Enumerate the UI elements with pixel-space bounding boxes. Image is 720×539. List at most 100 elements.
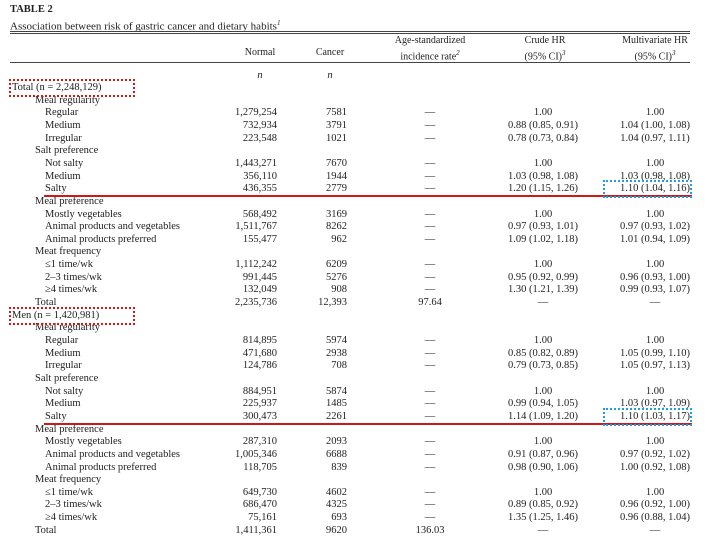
crude-hr: 0.99 (0.94, 1.05): [508, 398, 578, 410]
top-rule-2: [10, 33, 690, 34]
cancer-count: 3791: [326, 119, 347, 131]
incidence-rate: —: [424, 157, 436, 169]
item-label: Salty: [45, 183, 67, 195]
section-highlight-box: [9, 79, 135, 97]
header-crude-2: (95% CI)3: [524, 49, 566, 63]
normal-count: 132,049: [242, 284, 277, 296]
crude-hr: 0.89 (0.85, 0.92): [508, 499, 578, 511]
table-caption: Association between risk of gastric canc…: [10, 17, 280, 33]
cancer-count: 2938: [326, 347, 347, 359]
multivariate-hr: 1.00: [645, 259, 665, 271]
cancer-count: 3169: [326, 208, 347, 220]
cancer-count: 5874: [326, 385, 347, 397]
item-label: Medium: [45, 398, 81, 410]
caption-footnote: 1: [276, 19, 281, 27]
crude-hr: 0.97 (0.93, 1.01): [508, 221, 578, 233]
salty-underline: [44, 195, 692, 198]
crude-hr: 0.91 (0.87, 0.96): [508, 448, 578, 460]
incidence-rate: —: [424, 132, 436, 144]
incidence-rate: 136.03: [415, 524, 445, 536]
multivariate-hr: 1.05 (0.97, 1.13): [620, 360, 690, 372]
item-label: Regular: [45, 107, 79, 119]
table-number: TABLE 2: [10, 4, 53, 15]
crude-hr: 1.00: [533, 436, 553, 448]
item-label: ≥4 times/wk: [45, 512, 98, 524]
cancer-count: 962: [331, 233, 347, 245]
item-label: Salty: [45, 410, 67, 422]
cancer-count: 9620: [326, 524, 347, 536]
group-label: Meal preference: [35, 195, 104, 207]
incidence-rate: —: [424, 461, 436, 473]
multivariate-hr: 1.10 (1.04, 1.16): [620, 183, 690, 195]
multivariate-hr: 1.00: [645, 436, 665, 448]
header-rate-1: Age-standardized: [394, 35, 466, 46]
normal-count: 1,005,346: [235, 448, 277, 460]
incidence-rate: —: [424, 398, 436, 410]
multivariate-hr: 1.00: [645, 385, 665, 397]
top-rule: [10, 31, 690, 32]
multivariate-hr: 1.04 (1.00, 1.08): [620, 119, 690, 131]
item-label: Medium: [45, 119, 81, 131]
multivariate-highlight-box: [603, 180, 692, 199]
group-label: Meal regularity: [35, 94, 101, 106]
item-label: Animal products preferred: [45, 233, 157, 245]
crude-hr: 1.09 (1.02, 1.18): [508, 233, 578, 245]
crude-hr: 1.00: [533, 335, 553, 346]
normal-count: 1,411,361: [235, 524, 277, 536]
multivariate-hr: 1.00 (0.92, 1.08): [620, 461, 690, 473]
incidence-rate: —: [424, 436, 436, 448]
crude-hr: 0.95 (0.92, 0.99): [508, 271, 578, 283]
crude-hr: 1.14 (1.09, 1.20): [508, 410, 578, 422]
normal-count: 356,110: [243, 170, 277, 182]
incidence-rate: —: [424, 107, 436, 119]
crude-hr: 1.00: [533, 208, 553, 220]
item-label: Regular: [45, 335, 79, 346]
normal-count: 568,492: [242, 208, 277, 220]
incidence-rate: —: [424, 385, 436, 397]
normal-count: 991,445: [242, 271, 277, 283]
normal-count: 732,934: [242, 119, 277, 131]
incidence-rate: —: [424, 271, 436, 283]
normal-count: 2,235,736: [235, 297, 277, 309]
cancer-count: 1485: [326, 398, 347, 410]
cancer-count: 1944: [326, 170, 347, 182]
multivariate-hr: 1.01 (0.94, 1.09): [620, 233, 690, 245]
incidence-rate: —: [424, 347, 436, 359]
incidence-rate: —: [424, 512, 436, 524]
incidence-rate: —: [424, 448, 436, 460]
header-multi-1: Multivariate HR: [622, 35, 688, 46]
multivariate-hr: 1.00: [645, 107, 665, 119]
crude-hr: 1.30 (1.21, 1.39): [508, 284, 578, 296]
cancer-count: 908: [331, 284, 347, 296]
crude-hr: 0.78 (0.73, 0.84): [508, 132, 578, 144]
item-label: Mostly vegetables: [45, 208, 122, 220]
multivariate-highlight-box: [603, 407, 692, 426]
normal-count: 287,310: [242, 436, 277, 448]
multivariate-hr: 1.00: [645, 335, 665, 346]
group-label: Salt preference: [35, 145, 99, 157]
cancer-count: 7670: [326, 157, 347, 169]
cancer-count: 4325: [326, 499, 347, 511]
item-label: Animal products preferred: [45, 461, 157, 473]
header-normal: Normal: [244, 47, 276, 58]
group-label: Salt preference: [35, 372, 99, 384]
crude-hr: 0.98 (0.90, 1.06): [508, 461, 578, 473]
section-label: Men (n = 1,420,981): [12, 309, 100, 321]
crude-hr: 0.79 (0.73, 0.85): [508, 360, 578, 372]
cancer-count: 2779: [326, 183, 347, 195]
normal-count: 118,705: [243, 461, 277, 473]
unit-normal: n: [257, 70, 263, 81]
header-crude-1: Crude HR: [524, 35, 566, 46]
cancer-count: 693: [331, 512, 347, 524]
header-cancer: Cancer: [315, 47, 345, 58]
incidence-rate: —: [424, 221, 436, 233]
caption-text: Association between risk of gastric canc…: [10, 20, 277, 33]
cancer-count: 7581: [326, 107, 347, 119]
normal-count: 1,112,242: [235, 259, 277, 271]
incidence-rate: —: [424, 119, 436, 131]
multivariate-hr: 1.10 (1.03, 1.17): [620, 410, 690, 422]
item-label: ≤1 time/wk: [45, 486, 94, 498]
item-label: ≤1 time/wk: [45, 259, 94, 271]
crude-hr: 1.35 (1.25, 1.46): [508, 512, 578, 524]
